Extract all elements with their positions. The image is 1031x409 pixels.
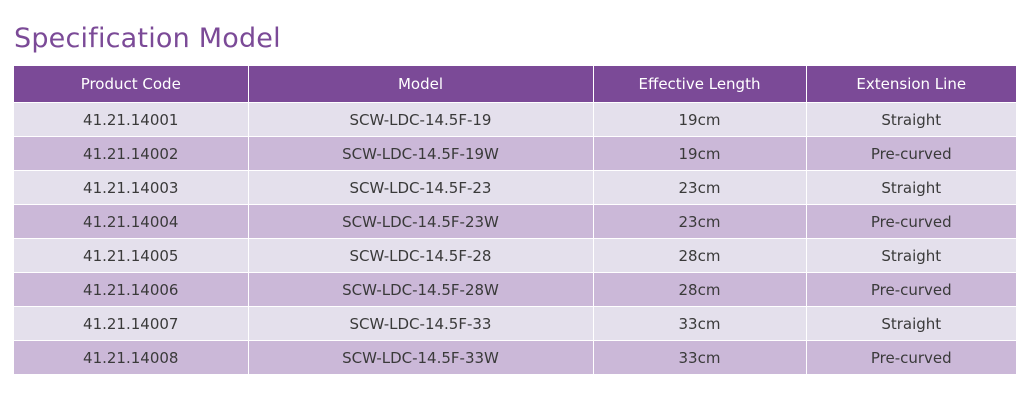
column-header-extension-line: Extension Line (806, 66, 1016, 103)
table-body: 41.21.14001 SCW-LDC-14.5F-19 19cm Straig… (14, 102, 1016, 375)
cell-effective-length: 28cm (593, 272, 807, 307)
cell-effective-length: 28cm (593, 238, 807, 273)
cell-model: SCW-LDC-14.5F-19 (248, 102, 594, 137)
cell-model: SCW-LDC-14.5F-19W (248, 136, 594, 171)
cell-extension-line: Pre-curved (806, 204, 1016, 239)
cell-product-code: 41.21.14001 (14, 102, 249, 137)
column-header-effective-length: Effective Length (593, 66, 807, 103)
cell-effective-length: 33cm (593, 340, 807, 375)
cell-model: SCW-LDC-14.5F-33 (248, 306, 594, 341)
table-row: 41.21.14004 SCW-LDC-14.5F-23W 23cm Pre-c… (14, 204, 1016, 239)
column-header-model: Model (248, 66, 594, 103)
cell-extension-line: Pre-curved (806, 272, 1016, 307)
header-row: Product Code Model Effective Length Exte… (14, 66, 1016, 103)
cell-effective-length: 19cm (593, 102, 807, 137)
table-row: 41.21.14002 SCW-LDC-14.5F-19W 19cm Pre-c… (14, 136, 1016, 171)
cell-extension-line: Straight (806, 170, 1016, 205)
cell-product-code: 41.21.14005 (14, 238, 249, 273)
cell-model: SCW-LDC-14.5F-23W (248, 204, 594, 239)
cell-effective-length: 19cm (593, 136, 807, 171)
cell-extension-line: Pre-curved (806, 136, 1016, 171)
column-header-product-code: Product Code (14, 66, 249, 103)
cell-product-code: 41.21.14007 (14, 306, 249, 341)
cell-product-code: 41.21.14006 (14, 272, 249, 307)
cell-effective-length: 33cm (593, 306, 807, 341)
table-row: 41.21.14007 SCW-LDC-14.5F-33 33cm Straig… (14, 306, 1016, 341)
cell-extension-line: Straight (806, 102, 1016, 137)
cell-model: SCW-LDC-14.5F-33W (248, 340, 594, 375)
cell-effective-length: 23cm (593, 170, 807, 205)
cell-product-code: 41.21.14002 (14, 136, 249, 171)
cell-extension-line: Straight (806, 306, 1016, 341)
table-row: 41.21.14003 SCW-LDC-14.5F-23 23cm Straig… (14, 170, 1016, 205)
table-row: 41.21.14006 SCW-LDC-14.5F-28W 28cm Pre-c… (14, 272, 1016, 307)
cell-extension-line: Pre-curved (806, 340, 1016, 375)
cell-effective-length: 23cm (593, 204, 807, 239)
specification-table: Product Code Model Effective Length Exte… (14, 66, 1016, 375)
cell-product-code: 41.21.14003 (14, 170, 249, 205)
table-row: 41.21.14001 SCW-LDC-14.5F-19 19cm Straig… (14, 102, 1016, 137)
page-title: Specification Model (14, 23, 281, 55)
cell-model: SCW-LDC-14.5F-28 (248, 238, 594, 273)
table-row: 41.21.14008 SCW-LDC-14.5F-33W 33cm Pre-c… (14, 340, 1016, 375)
cell-product-code: 41.21.14004 (14, 204, 249, 239)
table-row: 41.21.14005 SCW-LDC-14.5F-28 28cm Straig… (14, 238, 1016, 273)
table-header: Product Code Model Effective Length Exte… (14, 66, 1016, 103)
cell-model: SCW-LDC-14.5F-23 (248, 170, 594, 205)
cell-extension-line: Straight (806, 238, 1016, 273)
cell-model: SCW-LDC-14.5F-28W (248, 272, 594, 307)
cell-product-code: 41.21.14008 (14, 340, 249, 375)
